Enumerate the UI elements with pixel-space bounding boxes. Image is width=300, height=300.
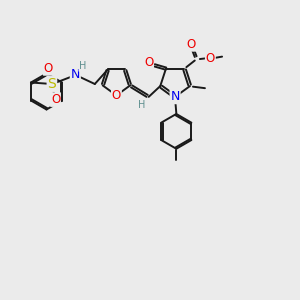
Text: O: O: [44, 62, 53, 75]
Text: H: H: [138, 100, 146, 110]
Text: N: N: [70, 68, 80, 81]
Text: H: H: [79, 61, 86, 71]
Text: O: O: [144, 56, 153, 69]
Text: O: O: [187, 38, 196, 51]
Text: O: O: [112, 89, 121, 102]
Text: S: S: [47, 77, 56, 91]
Text: O: O: [51, 93, 60, 106]
Text: N: N: [170, 90, 180, 103]
Text: O: O: [206, 52, 215, 64]
